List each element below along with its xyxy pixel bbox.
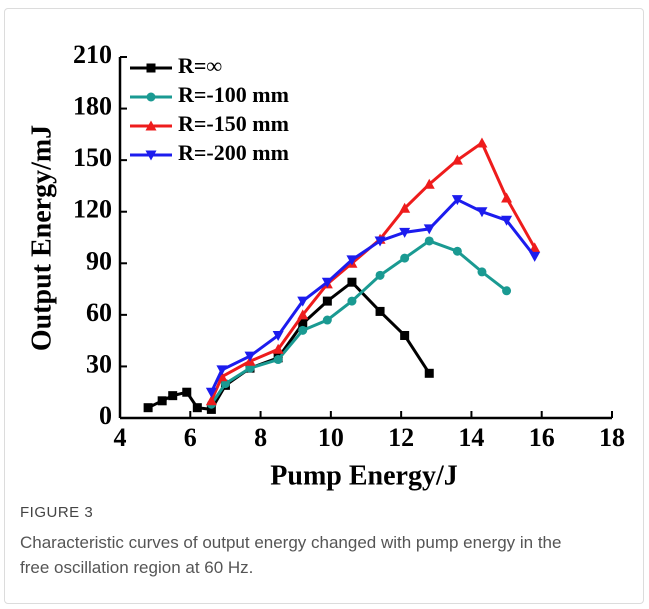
marker xyxy=(321,277,333,288)
marker xyxy=(452,246,462,256)
marker xyxy=(529,251,541,262)
y-tick-label: 0 xyxy=(99,401,112,430)
marker xyxy=(399,227,411,238)
x-tick-label: 4 xyxy=(114,423,127,452)
marker xyxy=(375,306,385,316)
x-tick-label: 16 xyxy=(529,423,555,452)
y-tick-label: 150 xyxy=(73,143,112,172)
marker xyxy=(145,150,157,161)
marker xyxy=(245,363,255,373)
x-axis-title: Pump Energy/J xyxy=(270,460,457,491)
marker xyxy=(347,277,357,287)
marker xyxy=(502,286,512,296)
legend-label: R=-200 mm xyxy=(178,140,289,165)
marker xyxy=(529,242,541,253)
marker xyxy=(146,63,156,73)
marker xyxy=(423,224,435,235)
marker xyxy=(205,387,217,398)
marker xyxy=(476,137,488,148)
marker xyxy=(451,195,463,206)
x-tick-label: 8 xyxy=(254,423,267,452)
marker xyxy=(205,395,217,406)
marker xyxy=(146,92,156,102)
y-tick-label: 90 xyxy=(86,246,112,275)
marker xyxy=(145,120,157,131)
y-tick-label: 30 xyxy=(86,349,112,378)
marker xyxy=(272,343,284,354)
figure-frame xyxy=(4,8,644,604)
marker xyxy=(143,403,153,413)
marker xyxy=(216,365,228,376)
x-tick-label: 6 xyxy=(184,423,197,452)
x-tick-label: 18 xyxy=(599,423,625,452)
marker xyxy=(375,270,385,280)
chart: Pump Energy/J Output Energy/mJ 0 30 60 90 12… xyxy=(26,40,625,491)
legend-label: R=∞ xyxy=(178,53,222,78)
legend-label: R=-100 mm xyxy=(178,82,289,107)
marker xyxy=(322,315,332,325)
marker xyxy=(206,404,216,414)
marker xyxy=(298,318,308,328)
figure-caption: Characteristic curves of output energy c… xyxy=(20,533,562,577)
marker xyxy=(501,215,513,226)
marker xyxy=(477,267,487,277)
series-line xyxy=(210,239,508,406)
marker xyxy=(424,368,434,378)
y-tick-label: 180 xyxy=(73,92,112,121)
x-tick-label: 12 xyxy=(388,423,414,452)
y-axis-title: Output Energy/mJ xyxy=(26,125,57,351)
marker xyxy=(322,296,332,306)
figure-label: FIGURE 3 xyxy=(20,504,94,521)
marker xyxy=(297,296,309,307)
marker xyxy=(297,309,309,320)
marker xyxy=(400,330,410,340)
marker xyxy=(192,403,202,413)
legend-label: R=-150 mm xyxy=(178,111,289,136)
marker xyxy=(157,396,167,406)
marker xyxy=(451,154,463,165)
x-tick-label: 10 xyxy=(318,423,344,452)
marker xyxy=(182,387,192,397)
marker xyxy=(399,202,411,213)
y-tick-label: 60 xyxy=(86,298,112,327)
marker xyxy=(244,351,256,362)
marker xyxy=(423,178,435,189)
marker xyxy=(347,296,357,306)
marker xyxy=(476,207,488,218)
marker xyxy=(273,355,283,365)
marker xyxy=(272,330,284,341)
marker xyxy=(424,236,434,246)
y-tick-label: 120 xyxy=(73,195,112,224)
marker xyxy=(220,379,230,389)
y-tick-label: 210 xyxy=(73,40,112,69)
marker xyxy=(346,255,358,266)
marker xyxy=(400,253,410,263)
marker xyxy=(374,236,386,247)
marker xyxy=(501,192,513,203)
x-tick-label: 14 xyxy=(458,423,484,452)
marker xyxy=(298,325,308,335)
marker xyxy=(168,391,178,401)
